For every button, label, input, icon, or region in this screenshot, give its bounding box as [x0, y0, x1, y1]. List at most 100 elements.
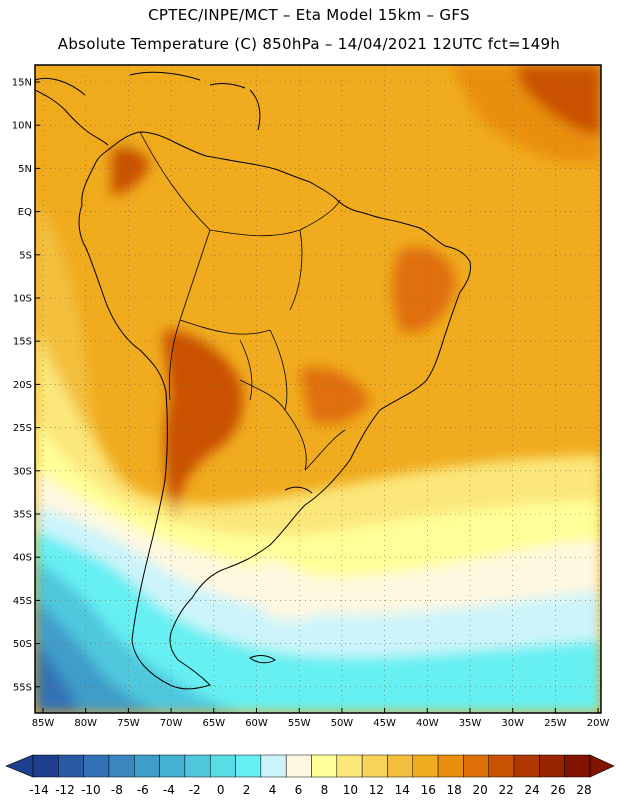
field-tongue [260, 560, 340, 620]
colorbar-arrow-right [589, 754, 615, 778]
colorbar-label: 6 [295, 783, 303, 797]
plata [284, 486, 313, 494]
lon-tick-label: 40W [416, 718, 439, 729]
lon-tick-label: 75W [117, 718, 140, 729]
colorbar-swatch [437, 754, 464, 778]
lat-tick-label: 15N [12, 78, 32, 89]
lat-tick-label: 5S [19, 250, 32, 261]
colorbar-label: 14 [395, 783, 410, 797]
colorbar-swatch [108, 754, 135, 778]
colorbar-label: -14 [29, 783, 49, 797]
lat-tick-label: 55S [13, 682, 32, 693]
country-borders [139, 131, 346, 471]
colorbar-label: 4 [269, 783, 277, 797]
colorbar-arrow-left [5, 754, 34, 778]
colorbar-label: 26 [550, 783, 565, 797]
colorbar: -14 -12 -10 -8 -6 -4 -2 0 2 4 6 8 10 12 14 16 18 20 22 24 26… [5, 754, 615, 797]
colorbar-swatch [539, 754, 565, 778]
colorbar-swatch [235, 754, 262, 778]
central-america [35, 89, 109, 146]
lat-tick-label: 10N [12, 121, 32, 132]
colorbar-swatch [361, 754, 388, 778]
lon-tick-label: 80W [74, 718, 97, 729]
field-band-3 [35, 530, 601, 713]
colorbar-swatch [387, 754, 414, 778]
title-line-2: Absolute Temperature (C) 850hPa – 14/04/… [57, 35, 561, 53]
colorbar-label: -12 [55, 783, 75, 797]
antilles [249, 89, 261, 131]
lat-tick-label: 40S [13, 553, 32, 564]
colorbar-swatch [412, 754, 439, 778]
lon-tick-label: 60W [245, 718, 268, 729]
colorbar-label: 24 [524, 783, 539, 797]
colorbar-label: 18 [447, 783, 462, 797]
colorbar-label: 8 [321, 783, 329, 797]
lon-tick-label: 85W [32, 718, 55, 729]
colorbar-label: -2 [189, 783, 201, 797]
latitude-labels: 15N 10N 5N EQ 5S 10S 15S 20S 25S 30S 35S 40S 45S 50S 5… [12, 78, 40, 693]
field-parana [300, 367, 370, 424]
lat-tick-label: 5N [18, 164, 32, 175]
field-colombia-hot [110, 145, 150, 195]
colorbar-swatch [184, 754, 211, 778]
lat-tick-label: 10S [13, 294, 32, 305]
colorbar-label: 0 [217, 783, 225, 797]
colorbar-swatch [260, 754, 287, 778]
colorbar-label: -4 [163, 783, 175, 797]
lon-tick-label: 20W [587, 718, 610, 729]
temperature-field [35, 65, 601, 713]
colorbar-swatch [209, 754, 236, 778]
field-andes-hot [163, 330, 244, 520]
lon-tick-label: 25W [544, 718, 567, 729]
lon-tick-label: 70W [160, 718, 183, 729]
colorbar-swatch [311, 754, 338, 778]
colorbar-label: 20 [473, 783, 488, 797]
colorbar-label: -8 [111, 783, 123, 797]
colorbar-swatch [83, 754, 110, 778]
lat-tick-label: 30S [13, 466, 32, 477]
lon-tick-label: 55W [288, 718, 311, 729]
colorbar-label: 16 [421, 783, 436, 797]
colorbar-swatch [58, 754, 84, 778]
lat-tick-label: 25S [13, 423, 32, 434]
lat-tick-label: 45S [13, 596, 32, 607]
graticule [35, 65, 601, 713]
lon-tick-label: 35W [459, 718, 482, 729]
lat-tick-label: 35S [13, 510, 32, 521]
title-line-1: CPTEC/INPE/MCT – Eta Model 15km – GFS [148, 6, 470, 24]
colorbar-swatch [159, 754, 186, 778]
falklands [249, 655, 276, 664]
lat-tick-label: 20S [13, 380, 32, 391]
colorbar-label: 2 [243, 783, 251, 797]
colorbar-swatch [32, 754, 59, 778]
cuba [129, 71, 201, 81]
field-ne-hot [515, 65, 601, 135]
map-frame [34, 64, 602, 714]
colorbar-swatch [134, 754, 160, 778]
colorbar-label: 28 [576, 783, 591, 797]
colorbar-swatch [513, 754, 540, 778]
caribbean-coast [35, 77, 86, 96]
lat-tick-label: EQ [18, 207, 32, 218]
lon-tick-label: 30W [501, 718, 524, 729]
colorbar-swatch [463, 754, 489, 778]
longitude-labels: 85W 80W 75W 70W 65W 60W 55W 50W 45W 40W 35W 30W 25W 2… [32, 708, 610, 729]
lat-tick-label: 15S [13, 337, 32, 348]
field-band-m8 [35, 640, 80, 713]
colorbar-swatch [564, 754, 591, 778]
colorbar-label: 10 [343, 783, 358, 797]
colorbar-label: -6 [137, 783, 149, 797]
coastlines [35, 71, 471, 690]
lat-tick-label: 50S [13, 639, 32, 650]
colorbar-swatch [488, 754, 515, 778]
colorbar-label: -10 [81, 783, 101, 797]
lon-tick-label: 50W [331, 718, 354, 729]
colorbar-label: 12 [369, 783, 384, 797]
south-america-coast [78, 131, 471, 690]
colorbar-swatch [285, 754, 312, 778]
field-band-m4 [35, 600, 160, 713]
colorbar-label: 22 [498, 783, 513, 797]
lon-tick-label: 65W [202, 718, 225, 729]
hispaniola [209, 83, 246, 89]
